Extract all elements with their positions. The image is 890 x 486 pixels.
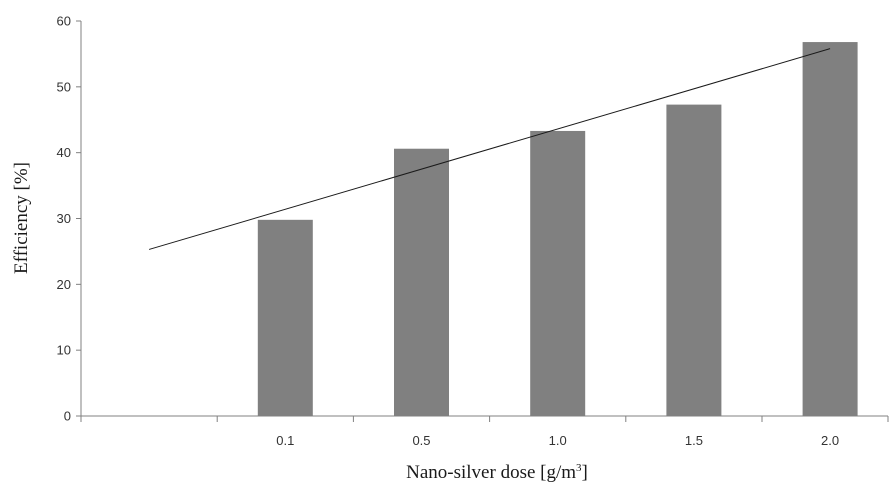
x-axis: 0.1 0.5 1.0 1.5 2.0: [80, 415, 889, 448]
x-axis-title-suffix: ]: [582, 462, 588, 483]
trendline-layer: [148, 48, 831, 250]
x-axis-title: Nano-silver dose [g/m3]: [406, 462, 588, 483]
bar: [394, 148, 449, 416]
bars: [257, 42, 858, 417]
bar: [530, 130, 586, 417]
x-tick-label: 0.5: [412, 433, 430, 448]
y-tick-label: 10: [57, 343, 71, 358]
bar: [257, 219, 313, 416]
x-axis-title-main: Nano-silver dose [g/m: [406, 462, 576, 483]
x-tick-label: 1.0: [549, 433, 567, 448]
y-tick-label: 0: [64, 409, 71, 424]
y-tick-label: 20: [57, 277, 71, 292]
y-axis-title: Efficiency [%]: [11, 162, 32, 274]
trendline: [148, 48, 831, 250]
y-tick-label: 50: [57, 79, 71, 94]
x-tick-label: 1.5: [685, 433, 703, 448]
x-tick-label: 0.1: [276, 433, 294, 448]
y-tick-label: 40: [57, 145, 71, 160]
x-axis-title-superscript: 3: [576, 462, 582, 474]
y-tick-label: 60: [57, 14, 71, 29]
bar: [666, 104, 722, 416]
y-tick-label: 30: [57, 211, 71, 226]
x-tick-label: 2.0: [821, 433, 839, 448]
bar: [802, 42, 858, 417]
y-axis: 0 10 20 30 40 50 60: [57, 14, 82, 424]
